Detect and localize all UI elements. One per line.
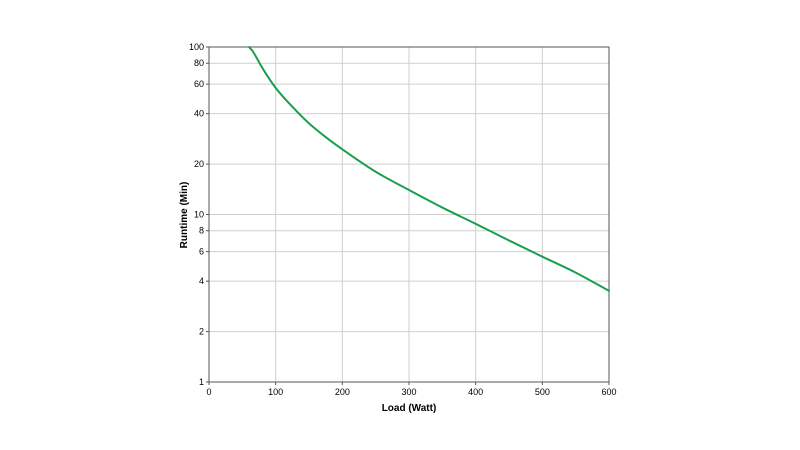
x-tick-label: 500 xyxy=(535,387,550,397)
x-tick-label: 400 xyxy=(468,387,483,397)
tick-labels: 0 100 200 300 400 500 600 1 2 4 6 8 10 20 40 60 80 100 xyxy=(189,42,617,397)
grid-lines xyxy=(209,47,609,382)
y-tick-label: 2 xyxy=(199,327,204,337)
x-tick-label: 200 xyxy=(335,387,350,397)
y-tick-label: 20 xyxy=(194,159,204,169)
x-tick-label: 600 xyxy=(601,387,616,397)
y-tick-label: 40 xyxy=(194,109,204,119)
x-tick-label: 100 xyxy=(268,387,283,397)
y-tick-label: 4 xyxy=(199,276,204,286)
x-tick-label: 0 xyxy=(206,387,211,397)
x-axis-title: Load (Watt) xyxy=(382,403,437,414)
y-tick-label: 1 xyxy=(199,377,204,387)
y-tick-label: 8 xyxy=(199,226,204,236)
y-tick-label: 6 xyxy=(199,247,204,257)
x-tick-label: 300 xyxy=(401,387,416,397)
y-tick-label: 80 xyxy=(194,58,204,68)
y-tick-label: 100 xyxy=(189,42,204,52)
series-layer xyxy=(248,46,610,292)
y-tick-label: 10 xyxy=(194,210,204,220)
y-axis-title: Runtime (Min) xyxy=(179,182,190,249)
runtime-series-line xyxy=(248,46,610,292)
y-tick-label: 60 xyxy=(194,79,204,89)
